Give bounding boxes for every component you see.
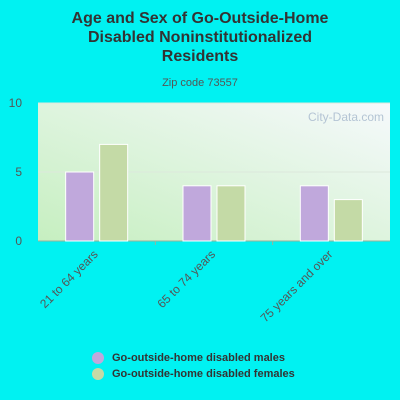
y-tick-label-0: 0: [15, 234, 22, 248]
y-tick-label-2: 10: [9, 96, 23, 110]
x-tick-label-1: 65 to 74 years: [154, 247, 218, 311]
bars: [65, 143, 363, 242]
watermark-text: City-Data.com: [308, 110, 384, 124]
chart-title-line-3: Residents: [161, 48, 239, 65]
bar-females-0: [99, 143, 129, 242]
bar-males-0: [65, 171, 95, 242]
legend-item-females: Go-outside-home disabled females: [92, 366, 295, 382]
legend-label-females: Go-outside-home disabled females: [112, 368, 295, 380]
legend-swatch-females: [92, 368, 104, 380]
chart-title: Age and Sex of Go-Outside-Home Disabled …: [0, 9, 400, 66]
legend-swatch-males: [92, 352, 104, 364]
legend-label-males: Go-outside-home disabled males: [112, 352, 285, 364]
chart-subtitle: Zip code 73557: [162, 77, 238, 89]
chart-title-line-1: Age and Sex of Go-Outside-Home: [71, 10, 329, 27]
bar-females-2: [333, 199, 363, 242]
legend: Go-outside-home disabled males Go-outsid…: [92, 350, 295, 382]
x-tick-label-0: 21 to 64 years: [37, 247, 101, 311]
x-tick-labels: 21 to 64 years 65 to 74 years 75 years and…: [37, 247, 335, 325]
gridlines: [38, 102, 390, 245]
y-tick-label-1: 5: [15, 165, 22, 179]
bar-females-1: [216, 185, 246, 242]
chart-title-line-2: Disabled Noninstitutionalized: [87, 29, 312, 46]
bar-males-2: [299, 185, 329, 242]
y-tick-labels: 0 5 10: [9, 96, 23, 248]
bar-males-1: [182, 185, 212, 242]
x-tick-label-2: 75 years and over: [258, 247, 336, 325]
legend-item-males: Go-outside-home disabled males: [92, 350, 295, 366]
watermark: City-Data.com: [308, 110, 384, 124]
